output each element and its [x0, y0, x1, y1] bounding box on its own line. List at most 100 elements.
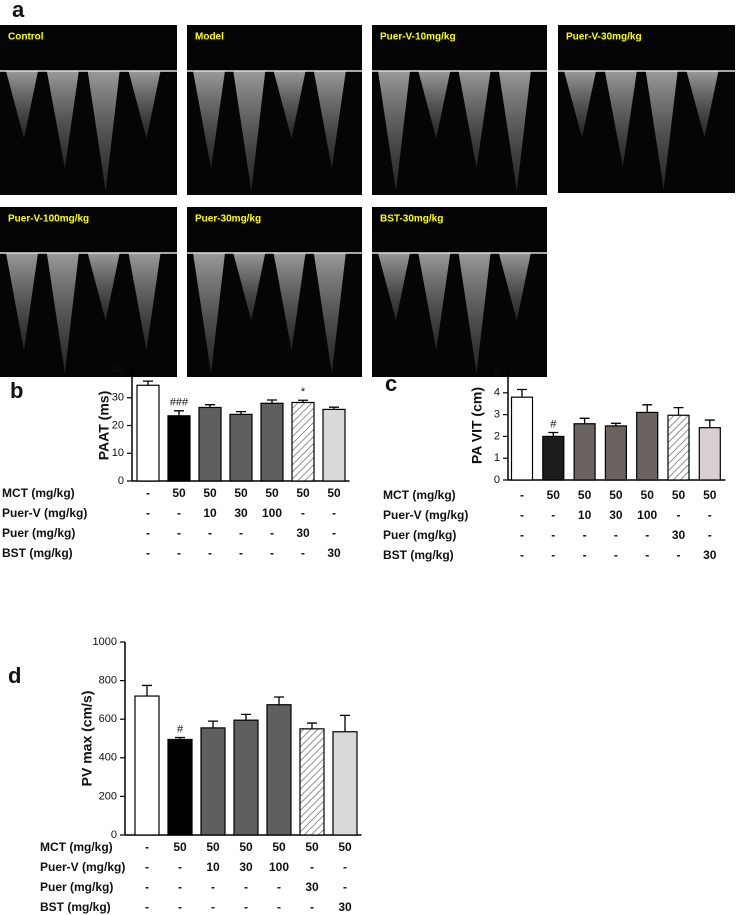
table-cell: -: [301, 546, 305, 560]
table-cell: -: [146, 486, 150, 500]
doppler-wave: [498, 71, 531, 191]
table-row-label: MCT (mg/kg): [383, 488, 456, 502]
table-cell: 30: [234, 506, 248, 520]
significance: #: [550, 418, 557, 430]
y-tick-label: 1: [494, 452, 500, 464]
bar: [698, 427, 721, 481]
y-tick-label: 0: [111, 829, 117, 841]
doppler-wave: [193, 71, 225, 169]
panel-label: c: [385, 371, 397, 396]
bar: [134, 695, 160, 836]
y-tick-label: 40: [112, 364, 124, 376]
table-cell: -: [239, 546, 243, 560]
error-bar: [307, 722, 317, 729]
doppler-wave: [604, 71, 637, 167]
table-cell: -: [178, 860, 182, 874]
bar: [322, 408, 346, 482]
table-cell: 50: [609, 488, 623, 502]
image-label: Control: [8, 32, 44, 43]
doppler-wave: [418, 253, 451, 351]
table-cell: 30: [305, 880, 319, 894]
bar: [604, 425, 628, 481]
table-cell: -: [708, 508, 712, 522]
y-tick-label: 5: [494, 365, 500, 377]
image-label: Puer-30mg/kg: [195, 214, 261, 225]
y-tick-label: 4: [494, 387, 500, 399]
table-cell: -: [270, 546, 274, 560]
table-row-label: Puer (mg/kg): [383, 528, 456, 542]
table-cell: 30: [338, 900, 352, 914]
bar: [167, 738, 193, 836]
table-cell: 50: [172, 486, 186, 500]
table-cell: -: [145, 880, 149, 894]
doppler-wave: [233, 253, 266, 321]
error-bar: [704, 419, 715, 428]
error-bar: [274, 696, 284, 705]
y-tick-label: 200: [99, 790, 117, 802]
doppler-wave: [128, 71, 161, 139]
table-cell: 50: [305, 840, 319, 854]
table-cell: -: [343, 860, 347, 874]
doppler-wave: [87, 71, 120, 191]
error-bar: [142, 684, 152, 697]
y-tick-label: 600: [99, 713, 117, 725]
image-label: Model: [195, 32, 224, 43]
table-cell: -: [244, 880, 248, 894]
doppler-wave: [378, 71, 410, 191]
bar: [229, 413, 253, 482]
y-axis-title: PA VIT (cm): [469, 387, 485, 464]
doppler-wave: [46, 253, 79, 373]
table-cell: -: [310, 900, 314, 914]
table-cell: -: [146, 546, 150, 560]
table-cell: 30: [609, 508, 623, 522]
table-cell: 30: [327, 546, 341, 560]
table-cell: -: [520, 508, 524, 522]
table-cell: -: [310, 860, 314, 874]
doppler-wave: [128, 253, 161, 351]
error-bar: [208, 720, 218, 728]
table-cell: -: [614, 548, 618, 562]
y-tick-label: 3: [494, 409, 500, 421]
table-cell: -: [178, 880, 182, 894]
table-cell: -: [178, 900, 182, 914]
y-tick-label: 20: [112, 419, 124, 431]
bar: [233, 719, 259, 836]
doppler-wave: [418, 71, 451, 139]
y-tick-label: 800: [99, 675, 117, 687]
table-cell: -: [583, 528, 587, 542]
table-cell: 50: [338, 840, 352, 854]
bar: [299, 728, 325, 836]
table-cell: 100: [269, 860, 289, 874]
table-cell: -: [645, 548, 649, 562]
table-cell: -: [551, 508, 555, 522]
bar: [332, 731, 358, 836]
bar: [200, 727, 226, 836]
table-cell: -: [551, 528, 555, 542]
error-bar: [241, 713, 251, 721]
error-bar: [174, 410, 184, 416]
bar: [266, 704, 292, 836]
table-cell: 30: [672, 528, 686, 542]
table-row-label: Puer-V (mg/kg): [40, 860, 125, 874]
table-cell: -: [145, 840, 149, 854]
error-bar: [673, 406, 684, 416]
table-cell: 50: [272, 840, 286, 854]
y-axis-title: PV max (cm/s): [79, 691, 95, 787]
table-cell: 30: [703, 548, 717, 562]
doppler-wave: [233, 71, 266, 191]
table-cell: 50: [672, 488, 686, 502]
table-cell: -: [244, 900, 248, 914]
table-cell: 50: [206, 840, 220, 854]
table-cell: 50: [641, 488, 655, 502]
table-cell: -: [277, 880, 281, 894]
panel-label: b: [10, 378, 23, 403]
table-row-label: MCT (mg/kg): [2, 486, 75, 500]
y-axis-title: PAAT (ms): [96, 391, 112, 460]
error-bar: [143, 380, 153, 386]
table-cell: 30: [239, 860, 253, 874]
y-tick-label: 0: [118, 475, 124, 487]
table-cell: -: [277, 900, 281, 914]
bar: [542, 435, 565, 481]
table-cell: 50: [547, 488, 561, 502]
